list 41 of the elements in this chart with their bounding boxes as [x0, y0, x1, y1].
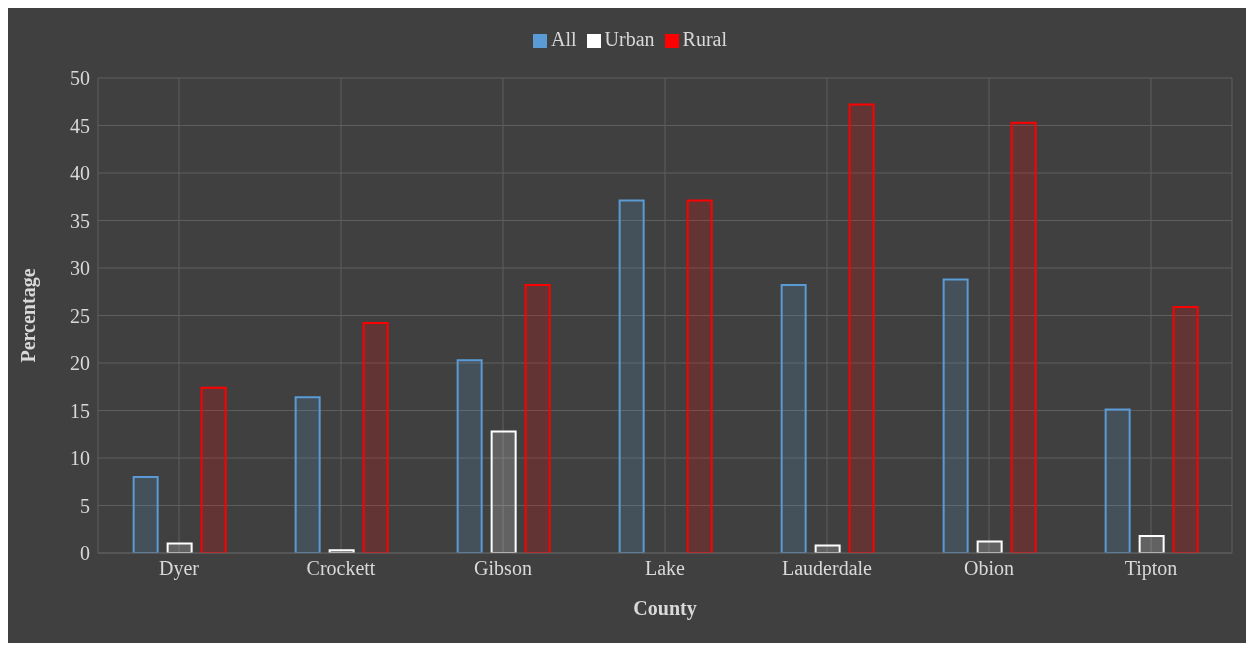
y-tick-label: 25: [70, 304, 90, 327]
y-tick-label: 0: [80, 542, 90, 565]
bar: [618, 199, 645, 553]
bar: [524, 284, 551, 553]
x-tick-label: Obion: [964, 557, 1014, 580]
y-tick-label: 30: [70, 257, 90, 280]
y-tick-label: 10: [70, 447, 90, 470]
bar: [1010, 121, 1037, 553]
bar: [1104, 408, 1131, 553]
bar: [456, 359, 483, 553]
x-tick-label: Gibson: [474, 557, 532, 580]
x-axis-title: County: [633, 597, 697, 620]
x-tick-label: Lake: [645, 557, 686, 580]
x-tick-label: Lauderdale: [782, 557, 873, 580]
bar: [294, 396, 321, 553]
bar: [686, 199, 713, 553]
bar: [132, 476, 159, 553]
bar: [780, 284, 807, 553]
legend-label: Rural: [682, 28, 727, 50]
bar: [814, 544, 841, 553]
y-tick-label: 45: [70, 114, 90, 137]
bar: [200, 386, 227, 553]
bar: [942, 278, 969, 553]
bar: [976, 540, 1003, 553]
bar: [1138, 534, 1165, 553]
y-tick-label: 35: [70, 209, 90, 232]
x-tick-label: Tipton: [1124, 557, 1178, 581]
y-tick-label: 40: [70, 162, 90, 185]
bar: [848, 103, 875, 553]
bar: [362, 322, 389, 553]
x-tick-label: Dyer: [159, 557, 200, 581]
legend-label: Urban: [604, 28, 655, 50]
y-tick-label: 20: [70, 352, 90, 375]
y-tick-label: 50: [70, 67, 90, 90]
y-axis-title: Percentage: [17, 268, 41, 363]
legend-label: All: [551, 28, 577, 50]
bar: [490, 430, 517, 553]
y-tick-label: 5: [80, 494, 90, 517]
y-tick-label: 15: [70, 399, 90, 422]
x-tick-label: Crockett: [306, 557, 376, 580]
bar: [1172, 305, 1199, 553]
